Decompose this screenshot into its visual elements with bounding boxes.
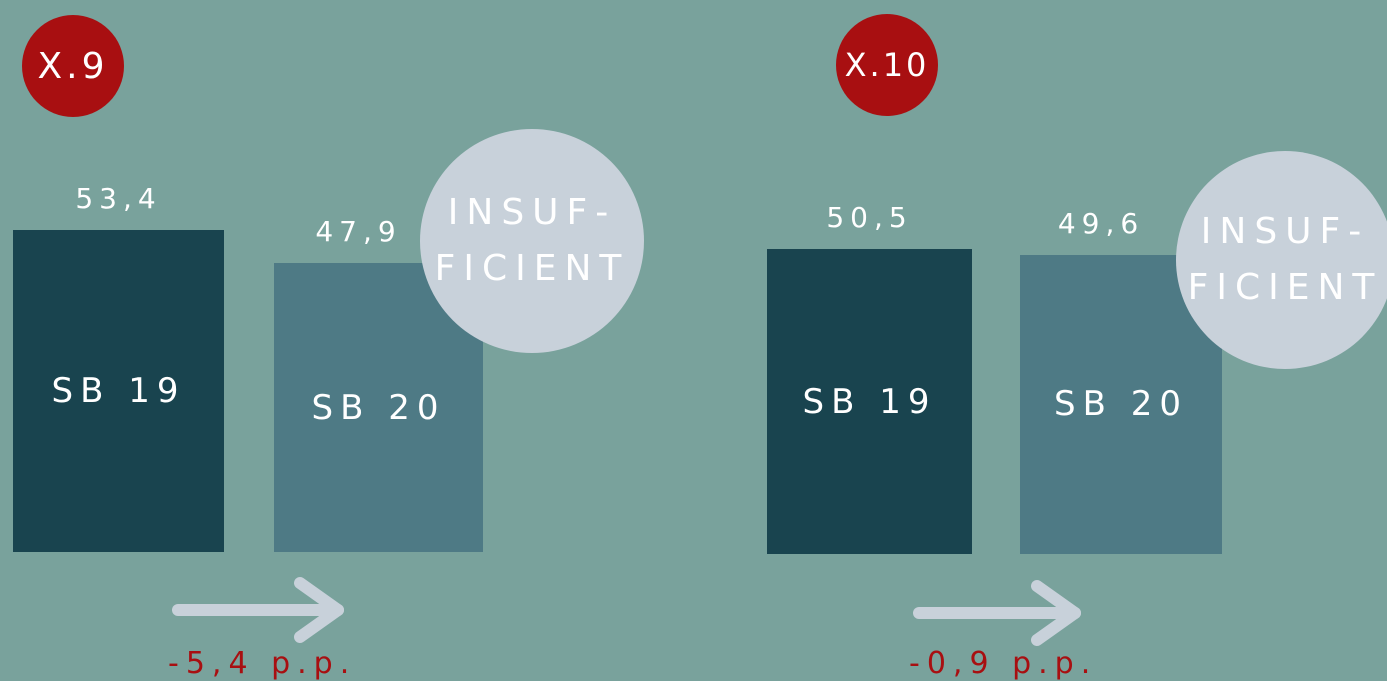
- bar-category-label: SB 20: [311, 387, 446, 428]
- delta-label: -5,4 p.p.: [168, 646, 357, 681]
- verdict-text-line1: INSUF-: [1200, 211, 1370, 252]
- item-badge: X.10: [836, 14, 938, 116]
- item-badge-label: X.10: [844, 46, 930, 84]
- bar-value-label: 47,9: [315, 215, 402, 249]
- bar-sb19: SB 19: [13, 229, 224, 552]
- bar-category-label: SB 20: [1054, 384, 1188, 425]
- bar-sb19: SB 19: [767, 249, 972, 554]
- arrow-right-icon: [913, 580, 1081, 646]
- verdict-circle: INSUF- FICIENT: [1176, 151, 1387, 369]
- chart-panel-x9: X.9 SB 19 53,4 SB 20 47,9 INSUF- FICIENT…: [0, 0, 693, 681]
- bar-category-label: SB 19: [51, 370, 186, 411]
- verdict-text-line1: INSUF-: [447, 192, 617, 233]
- item-badge: X.9: [22, 15, 124, 117]
- verdict-text-line2: FICIENT: [1187, 267, 1383, 308]
- bar-value-label: 49,6: [1057, 206, 1145, 240]
- bar-value-label: 53,4: [75, 181, 162, 215]
- item-badge-label: X.9: [37, 45, 109, 87]
- bar-value-label: 50,5: [826, 201, 913, 235]
- verdict-text-line2: FICIENT: [434, 248, 630, 289]
- bar-sb20: SB 20: [274, 263, 483, 552]
- delta-label: -0,9 p.p.: [909, 646, 1098, 681]
- arrow-right-icon: [172, 577, 344, 643]
- bar-category-label: SB 19: [802, 381, 937, 422]
- verdict-circle: INSUF- FICIENT: [420, 129, 644, 353]
